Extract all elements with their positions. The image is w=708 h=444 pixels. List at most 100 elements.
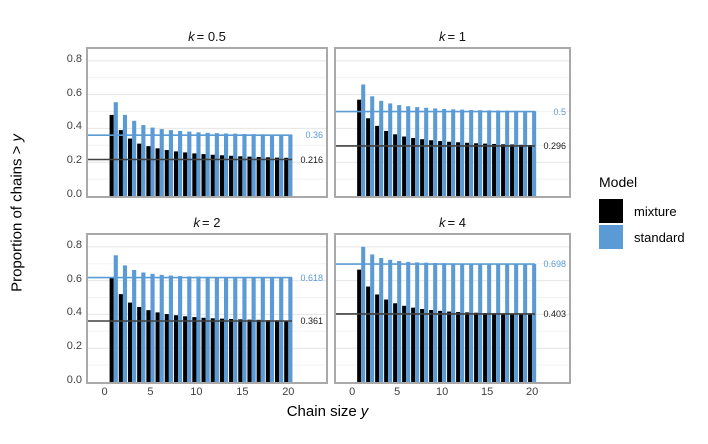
bar-standard <box>424 107 429 196</box>
facet-panel-k0.5: 0.36 0.216 <box>86 47 328 198</box>
bar-standard <box>141 272 146 382</box>
bar-mixture <box>474 143 479 196</box>
bar-mixture <box>256 319 261 382</box>
bar-mixture <box>492 313 497 382</box>
bar-standard <box>269 134 275 196</box>
bar-standard <box>388 259 393 382</box>
bar-standard <box>406 106 411 196</box>
bar-standard <box>496 263 501 382</box>
bar-mixture <box>155 312 160 382</box>
bar-mixture <box>465 312 470 382</box>
facet-title-var: k <box>439 215 446 230</box>
bar-mixture <box>456 142 461 196</box>
bar-mixture <box>275 157 280 196</box>
bar-mixture <box>465 142 470 196</box>
ref-line-label-mixture: 0.361 <box>300 316 323 326</box>
bar-mixture <box>275 320 280 382</box>
bar-standard <box>442 108 447 196</box>
bar-mixture <box>210 154 215 196</box>
bar-standard <box>469 109 474 196</box>
ref-line-label-mixture: 0.403 <box>543 308 566 319</box>
bar-mixture <box>393 303 398 382</box>
y-tick-label: 0.4 <box>66 120 82 133</box>
x-tick-label: 0 <box>349 386 356 398</box>
bar-standard <box>514 264 519 382</box>
bar-standard <box>214 277 219 382</box>
bar-mixture <box>173 151 179 196</box>
bar-standard <box>150 127 155 196</box>
bar-standard <box>224 133 229 196</box>
bar-standard <box>159 274 164 382</box>
bar-standard <box>251 277 256 382</box>
bar-mixture <box>402 305 407 382</box>
facet-panel-k1: 0.5 0.296 <box>334 47 571 198</box>
bar-mixture <box>219 318 224 382</box>
y-tick-label: 0.2 <box>66 340 82 353</box>
mixture-swatch-icon <box>599 199 623 223</box>
bar-mixture <box>483 143 488 196</box>
bar-standard <box>469 263 474 382</box>
bar-mixture <box>375 294 380 382</box>
x-tick-label: 5 <box>394 386 401 398</box>
bar-standard <box>260 134 265 196</box>
bar-mixture <box>146 146 151 196</box>
bar-standard <box>478 110 483 196</box>
ref-line-label-standard: 0.618 <box>300 272 323 283</box>
bar-standard <box>505 110 510 196</box>
y-axis-title-var: y <box>8 134 26 142</box>
bar-mixture <box>447 311 452 382</box>
bar-mixture <box>510 144 515 196</box>
bar-mixture <box>456 312 461 382</box>
bar-mixture <box>402 136 407 196</box>
bar-mixture <box>164 150 169 196</box>
bar-standard <box>288 134 293 196</box>
bar-mixture <box>366 118 371 196</box>
y-tick-labels-row2: 0.0 0.2 0.4 0.6 0.8 <box>52 231 82 386</box>
x-axis-title: Chain size y <box>86 403 569 420</box>
x-tick-labels-left: 0 5 10 15 20 <box>86 384 328 398</box>
bar-standard <box>224 277 229 382</box>
facet-title-var: k <box>188 29 195 44</box>
y-axis-title: Proportion of chains > y <box>9 134 26 292</box>
bar-mixture <box>173 315 179 382</box>
bar-standard <box>141 125 146 196</box>
bar-standard <box>379 257 384 382</box>
bar-mixture <box>192 153 197 196</box>
bar-mixture <box>357 99 362 196</box>
bar-standard <box>406 261 411 382</box>
bar-mixture <box>109 114 114 196</box>
bar-standard <box>122 265 128 382</box>
y-tick-label: 0.8 <box>66 52 82 65</box>
facet-title-var: k <box>193 215 201 230</box>
bar-mixture <box>127 138 133 196</box>
bar-mixture <box>146 310 151 382</box>
bar-mixture <box>420 309 425 382</box>
bar-standard <box>523 111 528 196</box>
y-tick-label: 0.0 <box>66 374 82 386</box>
facet-title-k2: k = 2 <box>86 215 328 231</box>
bar-chart-canvas <box>336 246 569 382</box>
bar-standard <box>415 262 420 382</box>
bar-standard <box>424 262 429 382</box>
x-tick-label: 20 <box>525 386 539 398</box>
bar-standard <box>132 269 137 382</box>
bar-mixture <box>155 148 160 196</box>
bar-mixture <box>109 277 114 382</box>
bar-mixture <box>229 155 234 196</box>
bar-mixture <box>137 306 142 382</box>
bar-standard <box>523 264 528 382</box>
bar-chart-canvas <box>88 60 326 196</box>
bar-standard <box>279 134 284 196</box>
bar-standard <box>196 132 201 196</box>
facet-title-k4: k = 4 <box>334 215 571 231</box>
bar-standard <box>460 109 465 196</box>
bar-mixture <box>519 313 524 382</box>
bar-mixture <box>118 294 123 382</box>
bar-standard <box>269 277 275 382</box>
bar-standard <box>260 277 265 382</box>
bar-mixture <box>137 143 142 196</box>
bar-mixture <box>429 310 434 382</box>
x-tick-labels-right: 0 5 10 15 20 <box>334 384 571 398</box>
bar-standard <box>451 109 456 196</box>
